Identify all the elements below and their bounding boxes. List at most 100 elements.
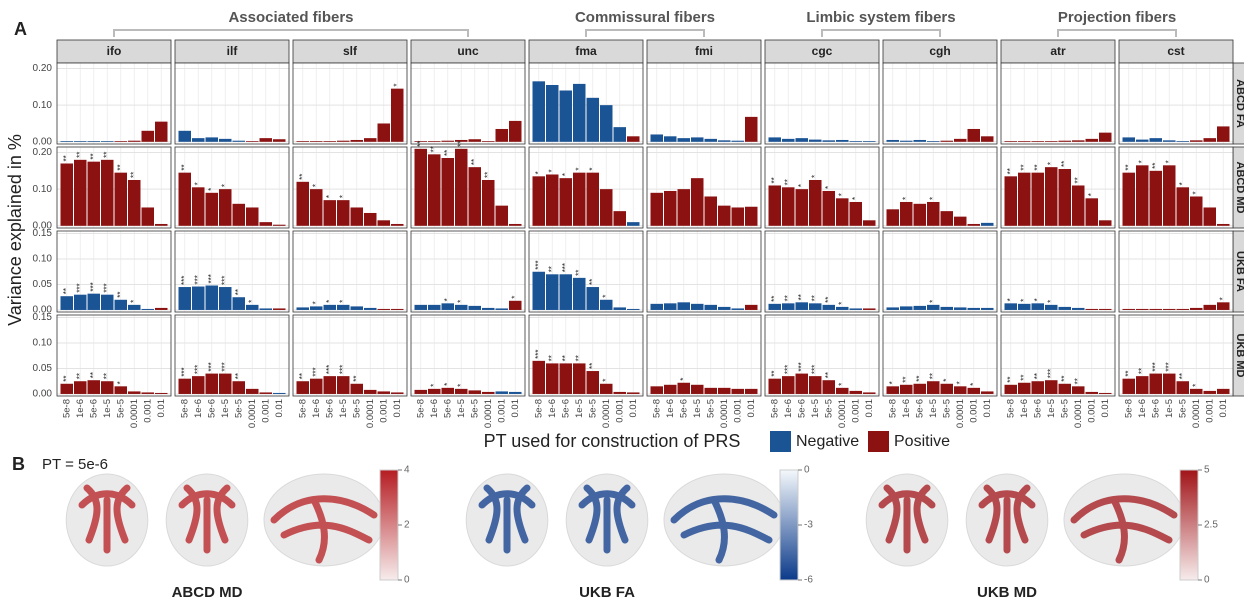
bar [1163, 140, 1176, 141]
significance-label: ** [901, 377, 910, 383]
bar [128, 141, 141, 142]
bar [614, 211, 627, 226]
x-tick-label: 5e-6 [678, 399, 689, 418]
colorbar-label: 2 [404, 520, 410, 531]
bar [101, 160, 114, 226]
significance-label: ** [62, 288, 71, 294]
bar [155, 224, 168, 226]
bar [745, 389, 758, 394]
map-title: UKB MD [977, 584, 1037, 601]
legend-label: Positive [894, 433, 950, 450]
bar [1072, 308, 1085, 310]
significance-label: * [510, 296, 519, 299]
significance-label: ** [1019, 375, 1028, 381]
panel-bg [1001, 63, 1115, 144]
bar [1018, 173, 1031, 226]
significance-label: ** [588, 279, 597, 285]
bar [482, 141, 495, 142]
significance-label: * [1087, 193, 1096, 196]
bar [1005, 303, 1018, 310]
significance-label: ** [234, 373, 243, 379]
x-tick-label: 1e-6 [429, 399, 440, 418]
bar [1136, 376, 1149, 394]
x-tick-label: 5e-6 [1032, 399, 1043, 418]
bar [310, 141, 323, 142]
x-tick-label: 0.0001 [1073, 399, 1084, 428]
x-tick-label: 0.0001 [365, 399, 376, 428]
bar [533, 361, 546, 394]
facet-label: cgh [929, 44, 950, 58]
bar [651, 386, 664, 394]
significance-label: * [601, 379, 610, 382]
bar [887, 307, 900, 310]
bar [1086, 392, 1099, 394]
x-tick-label: 5e-6 [442, 399, 453, 418]
significance-label: ** [1124, 370, 1133, 376]
significance-label: * [429, 384, 438, 387]
significance-label: * [928, 300, 937, 303]
bar [823, 305, 836, 310]
x-axis-title: PT used for construction of PRS [484, 431, 741, 451]
bar [941, 384, 954, 394]
x-tick-label: 0.001 [1086, 399, 1097, 423]
legend-label: Negative [796, 433, 859, 450]
bar [351, 384, 364, 394]
bar [101, 295, 114, 310]
bar [455, 149, 468, 226]
bar [914, 306, 927, 310]
bar [782, 139, 795, 142]
colorbar-label: -6 [804, 575, 813, 586]
bar [442, 141, 455, 142]
significance-label: * [325, 195, 334, 198]
x-tick-label: 0.01 [864, 399, 875, 418]
bar [968, 308, 981, 310]
bar [1099, 133, 1112, 142]
significance-label: *** [180, 276, 189, 285]
bar [1123, 137, 1136, 141]
group-label: Projection fibers [1058, 9, 1176, 26]
x-tick-label: 5e-8 [61, 399, 72, 418]
bar [233, 141, 246, 142]
bar [1032, 141, 1045, 142]
x-tick-label: 1e-5 [456, 399, 467, 418]
bar [1045, 141, 1058, 142]
group-bracket [1058, 30, 1176, 37]
bar [496, 206, 509, 226]
bar [1005, 176, 1018, 225]
significance-label: ** [561, 355, 570, 361]
bar [769, 185, 782, 225]
x-tick-label: 0.001 [378, 399, 389, 423]
bar [954, 139, 967, 142]
bar [1150, 309, 1163, 310]
x-tick-label: 0.0001 [719, 399, 730, 428]
group-bracket [586, 30, 704, 37]
significance-label: *** [89, 282, 98, 291]
facet-label: ilf [227, 44, 239, 58]
bar [415, 390, 428, 394]
bar [260, 222, 273, 226]
x-tick-label: 5e-6 [1150, 399, 1161, 418]
facet-label: ifo [107, 44, 122, 58]
bar [691, 137, 704, 141]
legend-swatch [770, 431, 791, 452]
significance-label: ** [483, 172, 492, 178]
bar [627, 309, 640, 310]
significance-label: ** [298, 174, 307, 180]
significance-label: *** [534, 260, 543, 269]
colorbar [780, 470, 798, 580]
page: {"panel_a":"A","panel_b":"B", "chart_dat… [0, 0, 1244, 602]
bar [509, 121, 522, 142]
facet-label: fmi [695, 44, 713, 58]
significance-label: ** [298, 373, 307, 379]
bar [1163, 165, 1176, 225]
bar [927, 305, 940, 310]
significance-label: * [955, 381, 964, 384]
bar [678, 138, 691, 142]
colorbar-label: 0 [404, 575, 410, 586]
bar [179, 379, 192, 394]
y-tick-label: 0.15 [33, 312, 53, 323]
bar [391, 89, 404, 142]
significance-label: ** [62, 376, 71, 382]
x-tick-label: 1e-6 [311, 399, 322, 418]
significance-label: ** [75, 373, 84, 379]
